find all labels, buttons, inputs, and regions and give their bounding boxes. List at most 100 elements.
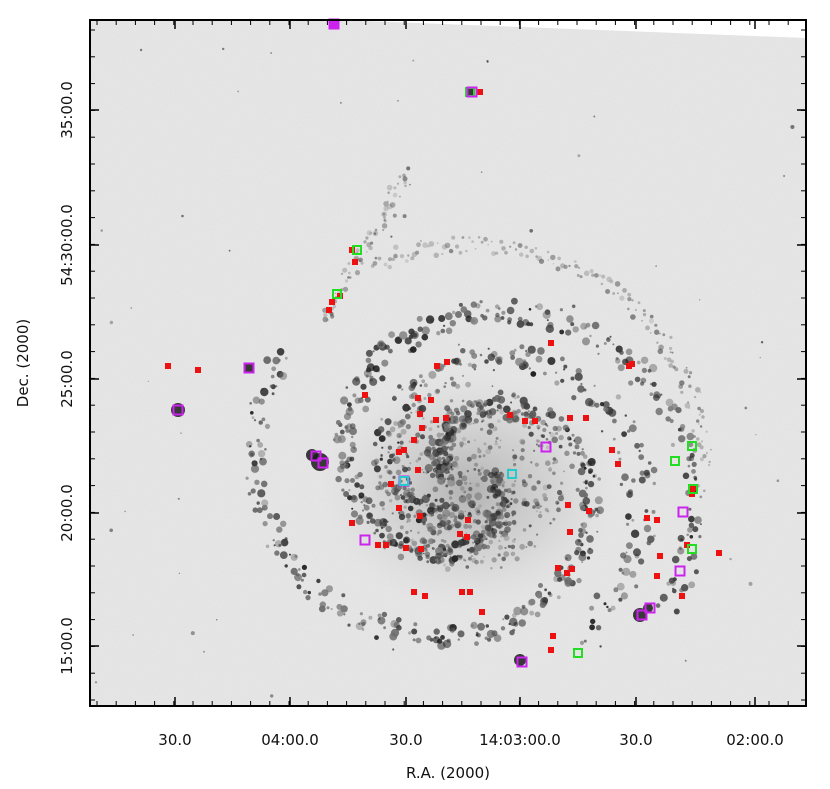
star-cluster-blob xyxy=(372,365,380,373)
star-cluster-blob xyxy=(443,459,446,462)
star-cluster-blob xyxy=(392,541,396,545)
star-cluster-blob xyxy=(693,395,697,399)
star-cluster-blob xyxy=(355,248,360,253)
star-cluster-blob xyxy=(495,510,501,516)
star-cluster-blob xyxy=(457,539,464,546)
star-cluster-blob xyxy=(467,440,470,444)
star-cluster-blob xyxy=(336,603,343,610)
field-star xyxy=(684,659,687,662)
star-cluster-blob xyxy=(273,513,281,520)
star-cluster-blob xyxy=(535,439,540,443)
star-cluster-blob xyxy=(405,424,411,430)
star-cluster-blob xyxy=(502,496,508,502)
star-cluster-blob xyxy=(392,192,398,198)
source-marker xyxy=(326,307,332,313)
star-cluster-blob xyxy=(504,546,507,550)
star-cluster-blob xyxy=(599,645,602,648)
star-cluster-blob xyxy=(398,511,401,514)
star-cluster-blob xyxy=(543,371,547,376)
star-cluster-blob xyxy=(475,482,480,488)
star-cluster-blob xyxy=(618,597,623,602)
star-cluster-blob xyxy=(426,635,432,641)
star-cluster-blob xyxy=(378,484,385,490)
star-cluster-blob xyxy=(685,366,688,369)
star-cluster-blob xyxy=(387,451,390,454)
star-cluster-blob xyxy=(378,481,382,485)
source-marker xyxy=(716,550,722,556)
star-cluster-blob xyxy=(336,610,344,617)
star-cluster-blob xyxy=(688,522,695,528)
star-cluster-blob xyxy=(630,529,640,538)
source-marker xyxy=(330,20,338,28)
star-cluster-blob xyxy=(510,551,516,557)
star-cluster-blob xyxy=(347,623,351,627)
star-cluster-blob xyxy=(449,376,454,381)
star-cluster-blob xyxy=(349,423,356,430)
star-cluster-blob xyxy=(485,398,494,407)
star-cluster-blob xyxy=(529,248,535,254)
star-cluster-blob xyxy=(450,502,455,507)
field-star xyxy=(270,694,274,698)
star-cluster-blob xyxy=(549,432,556,438)
unexposed-region xyxy=(340,20,806,38)
star-cluster-blob xyxy=(253,419,257,422)
star-cluster-blob xyxy=(454,515,458,519)
star-cluster-blob xyxy=(427,392,432,398)
star-cluster-blob xyxy=(279,551,288,559)
star-cluster-blob xyxy=(419,384,423,387)
star-cluster-blob xyxy=(464,481,468,485)
star-cluster-blob xyxy=(428,370,437,379)
star-cluster-blob xyxy=(577,539,581,543)
star-cluster-blob xyxy=(455,383,461,389)
star-cluster-blob xyxy=(536,533,539,536)
star-cluster-blob xyxy=(497,517,500,520)
star-cluster-blob xyxy=(262,521,268,527)
star-cluster-blob xyxy=(540,434,544,438)
star-cluster-blob xyxy=(271,392,275,396)
star-cluster-blob xyxy=(264,423,271,429)
star-cluster-blob xyxy=(677,547,685,555)
star-cluster-blob xyxy=(542,427,547,433)
star-cluster-blob xyxy=(470,555,473,558)
star-cluster-blob xyxy=(590,618,596,625)
star-cluster-blob xyxy=(392,213,397,218)
star-cluster-blob xyxy=(628,424,637,433)
star-cluster-blob xyxy=(594,507,599,512)
star-cluster-blob xyxy=(380,417,384,421)
star-cluster-blob xyxy=(459,441,464,447)
star-cluster-blob xyxy=(516,395,520,399)
star-cluster-blob xyxy=(701,415,705,419)
star-cluster-blob xyxy=(463,490,467,494)
star-cluster-blob xyxy=(449,555,452,558)
star-cluster-blob xyxy=(384,465,388,469)
star-cluster-blob xyxy=(509,245,512,248)
star-cluster-blob xyxy=(407,488,411,492)
source-marker xyxy=(444,359,450,365)
star-cluster-blob xyxy=(647,535,655,543)
star-cluster-blob xyxy=(405,452,409,456)
source-marker xyxy=(679,593,685,599)
star-cluster-blob xyxy=(392,458,396,462)
star-cluster-blob xyxy=(423,450,427,454)
star-cluster-blob xyxy=(486,515,492,522)
star-cluster-blob xyxy=(527,599,535,606)
star-cluster-blob xyxy=(377,616,386,625)
star-cluster-blob xyxy=(542,493,547,498)
star-cluster-blob xyxy=(373,531,377,535)
star-cluster-blob xyxy=(487,445,493,450)
star-cluster-blob xyxy=(554,371,558,374)
star-cluster-blob xyxy=(261,504,268,511)
star-cluster-blob xyxy=(638,558,645,565)
star-cluster-blob xyxy=(651,381,657,387)
star-cluster-blob xyxy=(481,475,488,483)
star-cluster-blob xyxy=(265,544,270,549)
star-cluster-blob xyxy=(445,484,449,488)
star-cluster-blob xyxy=(596,530,599,533)
star-cluster-blob xyxy=(693,569,699,575)
star-cluster-blob xyxy=(447,423,452,428)
star-cluster-blob xyxy=(343,412,352,421)
star-cluster-blob xyxy=(691,461,697,467)
star-cluster-blob xyxy=(432,547,435,550)
star-cluster-blob xyxy=(326,606,330,610)
